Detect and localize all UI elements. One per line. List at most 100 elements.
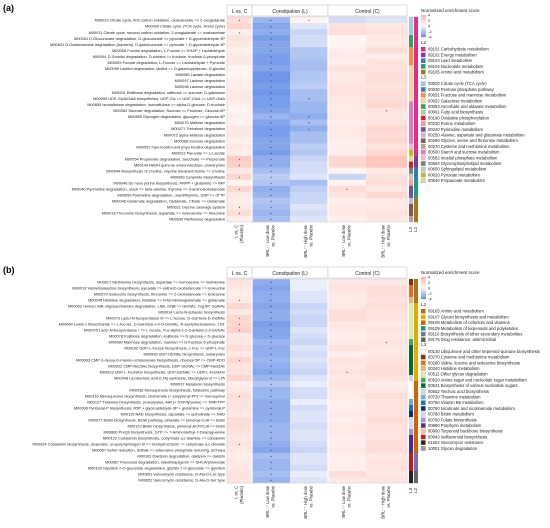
heatmap-cell (227, 303, 252, 310)
significance-marker: * (270, 133, 272, 138)
heatmap-cell (227, 83, 252, 90)
heatmap-cell (227, 327, 252, 334)
heatmap-cell (328, 155, 366, 162)
heatmap-cell (227, 23, 252, 30)
row-label: M00036 Menaquinone biosynthesis, futalos… (129, 388, 225, 393)
legend-label: 00051 Fructose and mannose metabolism (428, 93, 507, 98)
significance-marker: * (270, 121, 272, 126)
row-label: M00063 CMP-3-deoxy-D-manno-octulosonate … (76, 358, 225, 363)
significance-marker: * (308, 115, 310, 120)
heatmap-cell (366, 441, 407, 448)
row-label: M00017 Methionine biosynthesis, aspartat… (97, 280, 225, 285)
heatmap-cell (328, 53, 366, 60)
annotation-l3-cell (409, 95, 413, 102)
legend-label: 01502 Vancomycin resistance (428, 440, 484, 445)
heatmap-cell (290, 137, 328, 144)
significance-marker: * (270, 79, 272, 84)
annotation-l2-cell (414, 411, 418, 418)
row-label: M00116 Menaquinone biosynthesis, chorism… (85, 394, 225, 399)
heatmap-cell (290, 447, 328, 454)
heatmap-cell (328, 131, 366, 138)
heatmap-cell (290, 215, 328, 223)
legend-swatch (420, 360, 426, 366)
heatmap-cell (328, 471, 366, 478)
heatmap-cell (227, 59, 252, 66)
colorbar-tick-label: -2 (428, 29, 432, 34)
legend-label: 00943 Isoflavonoid biosynthesis (428, 434, 487, 439)
colorbar-swatch (421, 296, 426, 299)
heatmap-cell (227, 375, 252, 382)
legend-label: 10001 Glycan degradation (428, 446, 478, 451)
annotation-l3-cell (409, 167, 413, 174)
heatmap-cell (252, 119, 290, 126)
significance-marker: * (239, 329, 241, 334)
row-label: M00010 Citrate cycle, first carbon oxida… (95, 18, 225, 23)
annotation-l3-cell (409, 297, 413, 304)
heatmap-cell (366, 83, 407, 90)
panel-label: (a) (3, 3, 14, 13)
heatmap-cell (290, 399, 328, 406)
row-label: M00046 De novo purine biosynthesis, PRPP… (113, 180, 225, 185)
heatmap-cell (328, 143, 366, 150)
heatmap-cell (227, 333, 252, 340)
heatmap-cell (366, 297, 407, 304)
heatmap-cell (252, 381, 290, 388)
heatmap-cell (366, 95, 407, 102)
column-label: vs. Placebo (309, 224, 314, 246)
heatmap-cell (328, 191, 366, 199)
heatmap-cell (290, 185, 328, 193)
significance-marker: * (308, 127, 310, 132)
column-label: vs. Placebo (347, 485, 352, 507)
heatmap-cell (252, 285, 290, 292)
heatmap-cell (227, 417, 252, 424)
column-label: vs. Placebo (309, 485, 314, 507)
annotation-l3-cell (409, 447, 413, 454)
heatmap-cell (290, 53, 328, 60)
colorbar-swatch (421, 295, 426, 297)
annotation-l3-cell (409, 137, 413, 144)
annotation-l2-cell (414, 297, 418, 304)
heatmap-cell (290, 387, 328, 394)
heatmap-cell (227, 65, 252, 72)
heatmap-cell (252, 387, 290, 394)
heatmap-cell (328, 215, 366, 223)
heatmap-cell (252, 203, 290, 211)
heatmap-cell (328, 279, 366, 286)
heatmap-cell (290, 101, 328, 108)
annotation-l3-cell (409, 107, 413, 114)
heatmap-cell (328, 17, 366, 24)
row-label: M00651 Vancomycin resistance, D-Ala-D-La… (138, 472, 225, 477)
heatmap-cell (290, 167, 328, 174)
heatmap-cell (366, 393, 407, 400)
heatmap-cell (290, 303, 328, 310)
significance-marker: * (239, 31, 241, 36)
row-label: M00909 UDP-GlcNAc biosynthesis, eukaryot… (143, 352, 225, 357)
row-label: M00044 Biosynthesis of Choline, Glycine … (106, 168, 225, 173)
heatmap-cell (366, 161, 407, 168)
colorbar-title: Normalized enrichment score (421, 270, 480, 275)
heatmap-cell (252, 417, 290, 424)
heatmap-cell (227, 315, 252, 322)
legend-swatch (420, 394, 426, 400)
annotation-l2-cell (414, 197, 418, 205)
annotation-l3-cell (409, 29, 413, 36)
heatmap-cell (328, 453, 366, 460)
annotation-l2-cell (414, 143, 418, 150)
annotation-l3-cell (409, 309, 413, 316)
significance-marker: * (270, 449, 272, 454)
heatmap-cell (252, 345, 290, 352)
heatmap-cell (290, 59, 328, 66)
heatmap-cell (290, 375, 328, 382)
significance-marker: * (270, 55, 272, 60)
colorbar-swatch (421, 297, 426, 300)
heatmap-cell (328, 119, 366, 126)
significance-marker: * (270, 455, 272, 460)
heatmap-cell (290, 321, 328, 328)
legend-swatch (421, 326, 426, 331)
annotation-l3-cell (409, 423, 413, 430)
heatmap-cell (290, 23, 328, 30)
heatmap-cell (366, 429, 407, 436)
heatmap-cell (227, 131, 252, 138)
heatmap-cell (252, 83, 290, 90)
significance-marker: * (270, 19, 272, 24)
